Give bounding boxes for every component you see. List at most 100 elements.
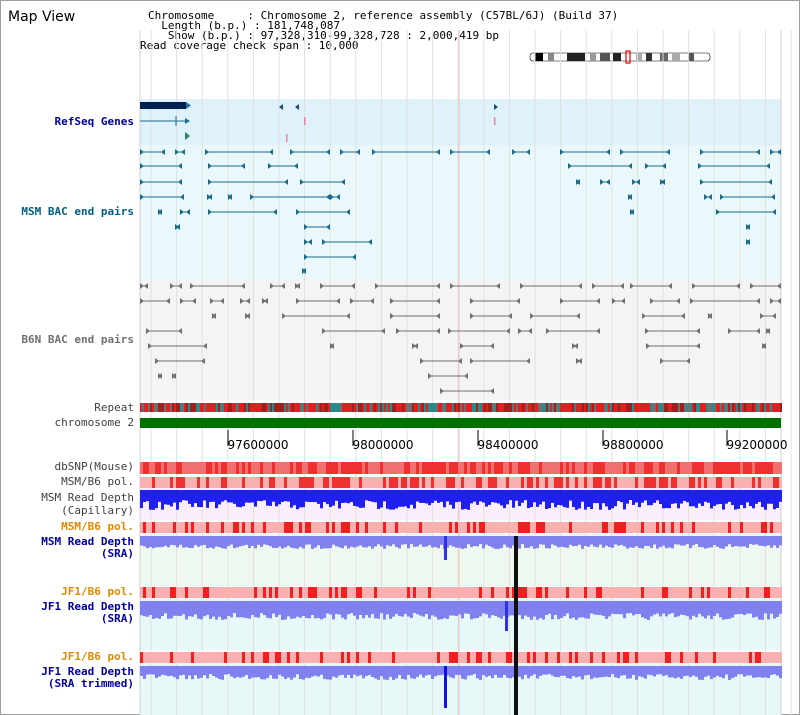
dbsnp-bin <box>695 462 698 474</box>
repeat-segment <box>498 403 500 412</box>
repeat-segment <box>326 403 328 412</box>
repeat-segment <box>700 403 702 412</box>
b6n-bac-pair-end <box>692 283 696 289</box>
jf1-trim-depth-bin <box>635 666 638 680</box>
msm-sra-depth-bin <box>437 536 440 549</box>
msm-pol2-bin <box>254 522 257 533</box>
jf1-sra-depth-bin <box>473 601 476 619</box>
msm-cap-depth-bin <box>437 490 440 503</box>
dbsnp-bin <box>485 462 488 474</box>
jf1-pol2-bin <box>554 652 557 663</box>
msm-bac-pair-end <box>568 163 572 169</box>
jf1-trim-depth-bin <box>701 666 704 680</box>
msm-pol2-bin <box>212 522 215 533</box>
msm-sra-depth-bin <box>659 536 662 548</box>
axis-tick-label: 98800000 <box>602 438 663 452</box>
jf1-pol2-bin <box>362 652 365 663</box>
jf1-sra-depth-bin <box>140 601 143 616</box>
msm-pol2-bin <box>731 522 734 533</box>
msm-bac-pair-end <box>666 149 670 155</box>
msm-pol2-bin <box>746 522 749 533</box>
jf1-pol2-bin <box>389 652 392 663</box>
msm-cap-depth-bin <box>440 490 443 502</box>
dbsnp-bin <box>311 462 314 474</box>
jf1-trim-depth-bin <box>524 666 527 675</box>
repeat-segment <box>344 403 346 412</box>
msm-bac-pair-end <box>208 209 212 215</box>
msm-pol-bin <box>572 477 575 488</box>
jf1-pol2-bin <box>527 652 530 663</box>
jf1-pol-bin <box>482 587 485 598</box>
msm-pol2-bin <box>380 522 383 533</box>
b6n-bac-pair-end <box>155 358 159 364</box>
msm-cap-depth-bin <box>713 490 716 506</box>
jf1-pol2-bin <box>266 652 269 663</box>
msm-sra-depth-bin <box>731 536 734 548</box>
jf1-trim-depth-bin <box>212 666 215 676</box>
jf1-trim-depth-bin <box>317 666 320 677</box>
jf1-sra-depth-bin <box>755 601 758 617</box>
track-label-b6n-bac[interactable]: B6N BAC end pairs <box>21 333 134 346</box>
msm-pol2-bin <box>710 522 713 533</box>
jf1-trim-depth-bin <box>527 666 530 679</box>
track-label-msm-bac[interactable]: MSM BAC end pairs <box>21 205 134 218</box>
jf1-pol-bin <box>644 587 647 598</box>
jf1-sra-depth-bin <box>698 601 701 614</box>
track-label-refseq-genes[interactable]: RefSeq Genes <box>54 115 134 128</box>
msm-pol-bin <box>620 477 623 488</box>
msm-bac-pair-end <box>326 224 330 230</box>
msm-cap-depth-bin <box>455 490 458 503</box>
repeat-segment <box>736 403 738 412</box>
repeat-segment <box>646 403 648 412</box>
jf1-sra-depth-bin <box>563 601 566 617</box>
b6n-bac-pair-end <box>621 298 625 304</box>
dbsnp-bin <box>701 462 704 474</box>
jf1-pol-bin <box>407 587 410 598</box>
jf1-sra-depth-bin <box>764 601 767 614</box>
msm-cap-depth-bin <box>671 490 674 504</box>
msm-bac-pair-end <box>606 149 610 155</box>
msm-pol2-bin <box>482 522 485 533</box>
msm-pol-bin <box>599 477 602 488</box>
msm-pol-bin <box>422 477 425 488</box>
msm-pol-bin <box>635 477 638 488</box>
jf1-trim-depth-bin <box>650 666 653 676</box>
dbsnp-bin <box>590 462 593 474</box>
msm-pol2-bin <box>362 522 365 533</box>
jf1-trim-depth-bin <box>257 666 260 678</box>
jf1-sra-depth-bin <box>440 601 443 620</box>
repeat-segment <box>540 403 542 412</box>
jf1-pol-bin <box>296 587 299 598</box>
msm-cap-depth-bin <box>239 490 242 508</box>
msm-pol2-bin <box>413 522 416 533</box>
jf1-pol-bin <box>473 587 476 598</box>
msm-sra-depth-bin <box>173 536 176 546</box>
jf1-pol-bin <box>464 587 467 598</box>
msm-sra-depth-bin <box>632 536 635 548</box>
jf1-pol2-bin <box>422 652 425 663</box>
repeat-segment <box>554 403 556 412</box>
jf1-pol2-bin <box>401 652 404 663</box>
jf1-pol2-bin <box>473 652 476 663</box>
jf1-pol-bin <box>590 587 593 598</box>
repeat-segment <box>598 403 600 412</box>
jf1-pol2-bin <box>770 652 773 663</box>
jf1-pol-bin <box>437 587 440 598</box>
msm-pol-bin <box>212 477 215 488</box>
dbsnp-bin <box>488 462 491 474</box>
msm-pol2-bin <box>728 522 731 533</box>
jf1-sra-depth-bin <box>371 601 374 615</box>
msm-bac-pair-end <box>158 209 162 215</box>
jf1-trim-depth-bin <box>626 666 629 679</box>
msm-pol-bin <box>743 477 746 488</box>
msm-pol-bin <box>719 477 722 488</box>
msm-pol-bin <box>305 477 308 488</box>
jf1-pol-bin <box>776 587 779 598</box>
repeat-segment <box>394 403 396 412</box>
msm-sra-depth-bin <box>164 536 167 546</box>
msm-sra-depth-bin <box>746 536 749 548</box>
dbsnp-bin <box>224 462 227 474</box>
msm-sra-depth-bin <box>380 536 383 547</box>
msm-cap-depth-bin <box>494 490 497 503</box>
